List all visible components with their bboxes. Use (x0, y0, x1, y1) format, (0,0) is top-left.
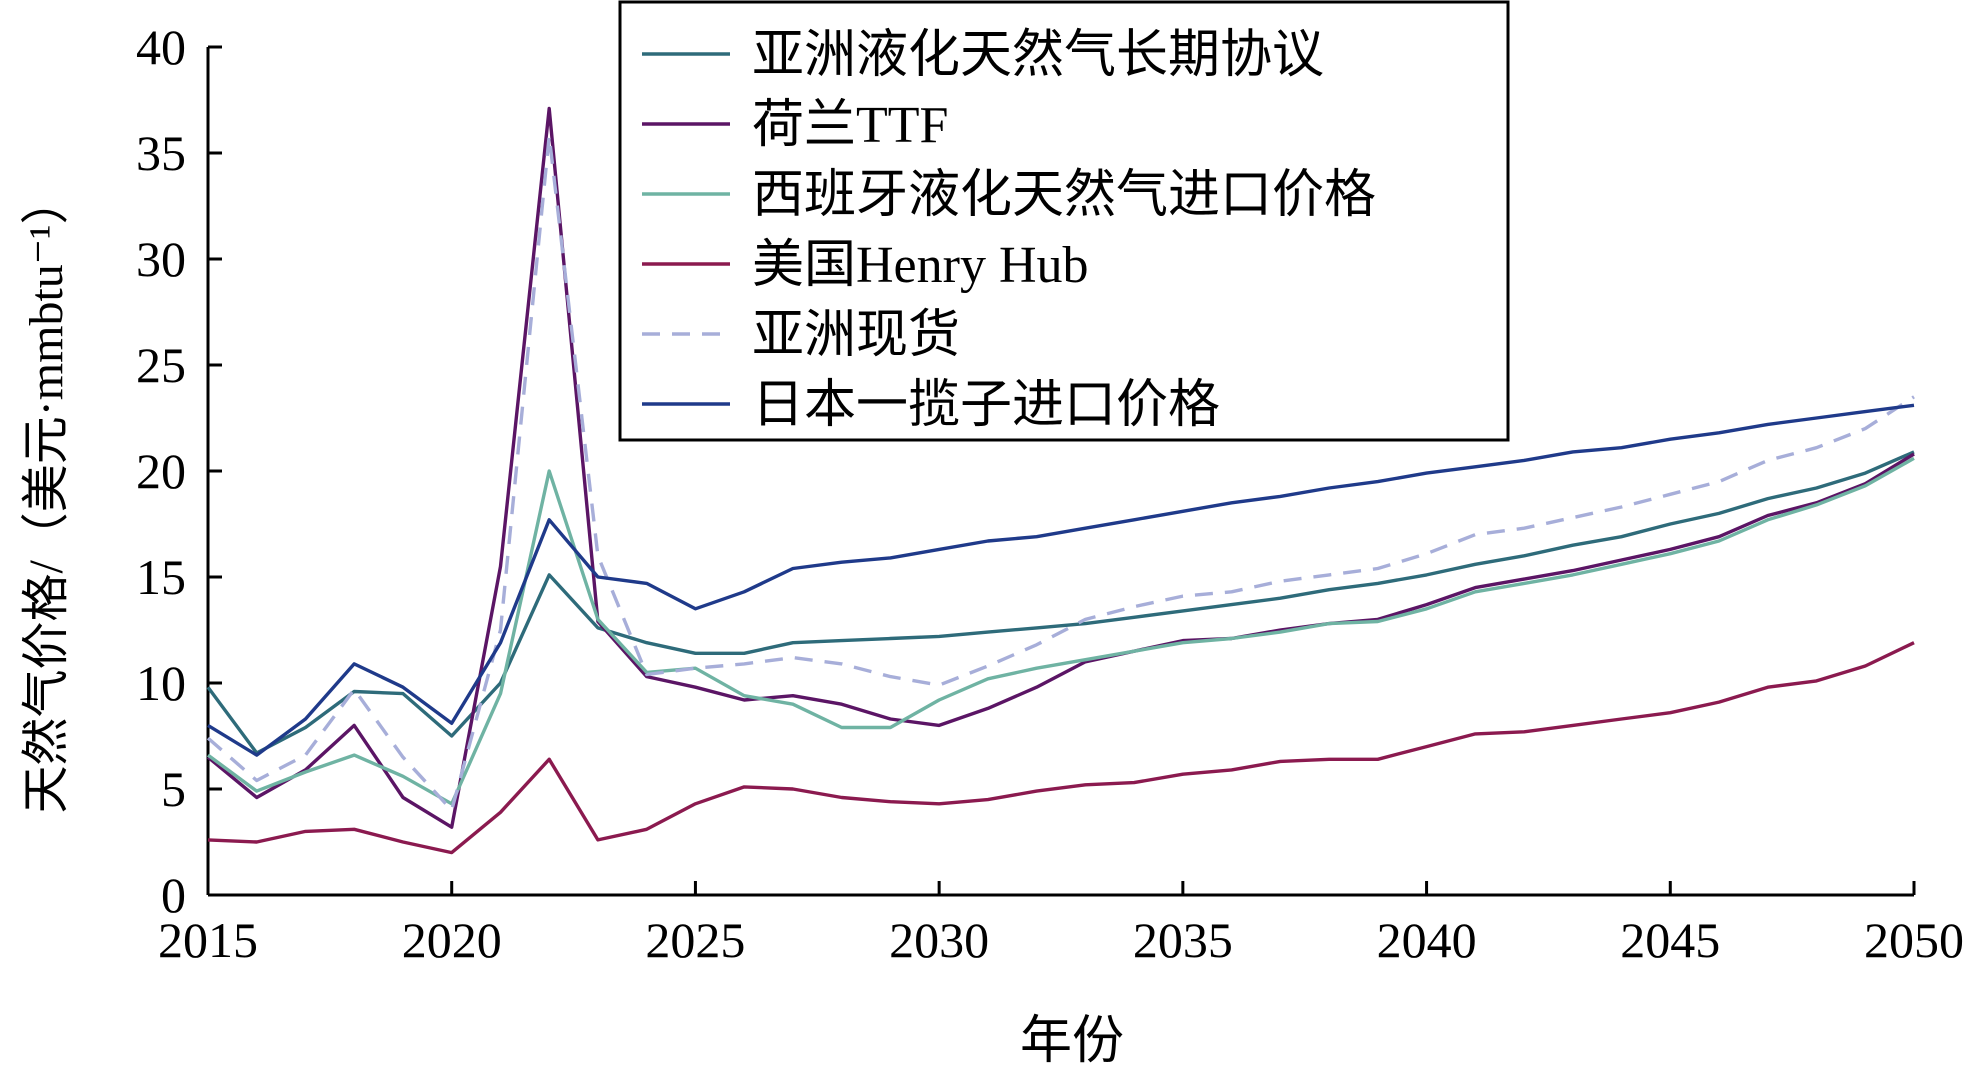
series-line-6 (207, 403, 1915, 757)
series-line-5 (206, 134, 1915, 812)
y-tick-label: 5 (161, 761, 186, 817)
x-tick-label: 2050 (1864, 912, 1964, 968)
y-axis-label: 天然气价格/（美元·mmbtu⁻¹） (20, 176, 73, 813)
y-tick-label: 35 (136, 125, 186, 181)
legend-box (618, 0, 1510, 442)
series-line-2 (206, 106, 1915, 829)
y-tick-label: 20 (136, 443, 186, 499)
series-line-3 (206, 456, 1915, 806)
y-tick-label: 30 (136, 231, 186, 287)
series-layer (206, 106, 1915, 855)
legend-entry-5: 亚洲现货 (752, 307, 960, 364)
legend-entry-2: 荷兰TTF (752, 97, 948, 154)
x-tick-label: 2015 (158, 912, 258, 968)
x-tick-label: 2025 (645, 912, 745, 968)
y-tick-label: 15 (136, 549, 186, 605)
x-tick-label: 2040 (1377, 912, 1477, 968)
series-line-1 (206, 450, 1915, 755)
x-tick-label: 2035 (1133, 912, 1233, 968)
x-tick-label: 2030 (889, 912, 989, 968)
x-tick-label: 2045 (1620, 912, 1720, 968)
y-tick-label: 0 (161, 867, 186, 923)
y-tick-label: 10 (136, 655, 186, 711)
series-line-4 (207, 641, 1915, 855)
legend-entry-3: 西班牙液化天然气进口价格 (752, 167, 1376, 224)
x-tick-label: 2020 (402, 912, 502, 968)
legend-entry-1: 亚洲液化天然气长期协议 (752, 27, 1324, 84)
legend-entry-4: 美国Henry Hub (752, 237, 1089, 294)
y-tick-label: 40 (136, 19, 186, 75)
x-axis-label: 年份 (1020, 1013, 1124, 1070)
y-tick-label: 25 (136, 337, 186, 393)
legend-entry-6: 日本一揽子进口价格 (752, 377, 1220, 434)
